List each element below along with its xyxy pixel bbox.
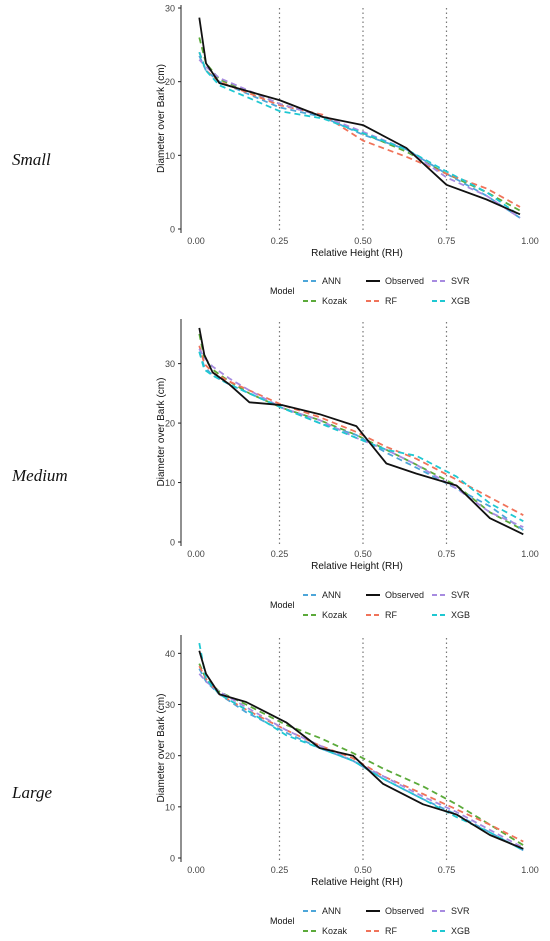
- legend-label-xgb: XGB: [451, 926, 470, 936]
- x-tick-label: 0.75: [438, 865, 456, 875]
- panel-label-large: Large: [12, 783, 52, 802]
- x-tick-label: 0.75: [438, 236, 456, 246]
- y-axis-title: Diameter over Bark (cm): [156, 64, 167, 173]
- x-tick-label: 0.25: [271, 865, 289, 875]
- series-line-svr: [198, 348, 524, 528]
- legend-label-kozak: Kozak: [322, 926, 348, 936]
- legend-label-svr: SVR: [451, 906, 470, 916]
- legend-label-rf: RF: [385, 296, 397, 306]
- legend-label-kozak: Kozak: [322, 610, 348, 620]
- y-tick-label: 10: [165, 151, 175, 161]
- x-tick-label: 0.00: [187, 236, 205, 246]
- y-tick-label: 40: [165, 649, 175, 659]
- x-tick-label: 1.00: [521, 865, 539, 875]
- legend: Model ANN Observed SVR Kozak RF XGB: [270, 906, 470, 936]
- legend-label-ann: ANN: [322, 590, 341, 600]
- legend-title: Model: [270, 600, 295, 610]
- legend-label-ann: ANN: [322, 276, 341, 286]
- legend-label-rf: RF: [385, 610, 397, 620]
- series-line-xgb: [198, 351, 524, 522]
- y-tick-label: 0: [170, 854, 175, 864]
- x-axis-title: Relative Height (RH): [311, 248, 403, 259]
- chart-panel-medium: 0 10 20 30 0.00 0.25 0.50 0.75 1.00 Relative Heig…: [156, 319, 539, 620]
- panel-label-small: Small: [12, 150, 51, 169]
- x-tick-label: 0.50: [354, 865, 372, 875]
- y-tick-label: 0: [170, 225, 175, 235]
- y-tick-label: 10: [165, 802, 175, 812]
- legend: Model ANN Observed SVR Kozak RF XGB: [270, 590, 470, 620]
- x-tick-label: 0.75: [438, 549, 456, 559]
- x-tick-label: 0.50: [354, 236, 372, 246]
- legend-title: Model: [270, 916, 295, 926]
- chart-panel-small: 0 10 20 30 0.00 0.25 0.50 0.75 1.00 Relative Heig…: [156, 4, 539, 307]
- x-axis-title: Relative Height (RH): [311, 877, 403, 888]
- chart-panel-large: 0 10 20 30 40 0.00 0.25 0.50 0.75 1.00 Relative He…: [156, 635, 539, 936]
- panel-label-medium: Medium: [12, 466, 68, 485]
- x-tick-label: 1.00: [521, 236, 539, 246]
- x-tick-label: 0.00: [187, 865, 205, 875]
- y-axis-title: Diameter over Bark (cm): [156, 378, 167, 487]
- legend-label-rf: RF: [385, 926, 397, 936]
- y-tick-label: 20: [165, 77, 175, 87]
- series-line-rf: [198, 665, 524, 843]
- legend-label-xgb: XGB: [451, 610, 470, 620]
- legend-title: Model: [270, 286, 295, 296]
- x-tick-label: 0.00: [187, 549, 205, 559]
- y-tick-label: 20: [165, 751, 175, 761]
- y-tick-label: 0: [170, 538, 175, 548]
- series-line-observed: [198, 650, 524, 850]
- legend-label-observed: Observed: [385, 276, 424, 286]
- y-tick-label: 30: [165, 4, 175, 14]
- y-tick-label: 30: [165, 700, 175, 710]
- y-axis-title: Diameter over Bark (cm): [156, 694, 167, 803]
- series-line-xgb: [198, 642, 524, 852]
- series-line-kozak: [198, 663, 524, 846]
- series-line-svr: [198, 673, 524, 849]
- series-line-observed: [198, 17, 521, 216]
- x-tick-label: 0.25: [271, 236, 289, 246]
- legend-label-observed: Observed: [385, 906, 424, 916]
- legend-label-kozak: Kozak: [322, 296, 348, 306]
- legend-label-ann: ANN: [322, 906, 341, 916]
- legend-label-xgb: XGB: [451, 296, 470, 306]
- series-line-ann: [198, 668, 524, 852]
- y-tick-label: 10: [165, 478, 175, 488]
- series-line-rf: [198, 345, 524, 516]
- y-tick-label: 20: [165, 419, 175, 429]
- legend: Model ANN Observed SVR Kozak RF XGB: [270, 276, 470, 306]
- series-line-xgb: [198, 51, 521, 217]
- x-tick-label: 0.50: [354, 549, 372, 559]
- legend-label-svr: SVR: [451, 590, 470, 600]
- legend-label-observed: Observed: [385, 590, 424, 600]
- y-tick-label: 30: [165, 359, 175, 369]
- legend-label-svr: SVR: [451, 276, 470, 286]
- x-tick-label: 0.25: [271, 549, 289, 559]
- x-tick-label: 1.00: [521, 549, 539, 559]
- series-line-observed: [198, 327, 524, 536]
- x-axis-title: Relative Height (RH): [311, 561, 403, 572]
